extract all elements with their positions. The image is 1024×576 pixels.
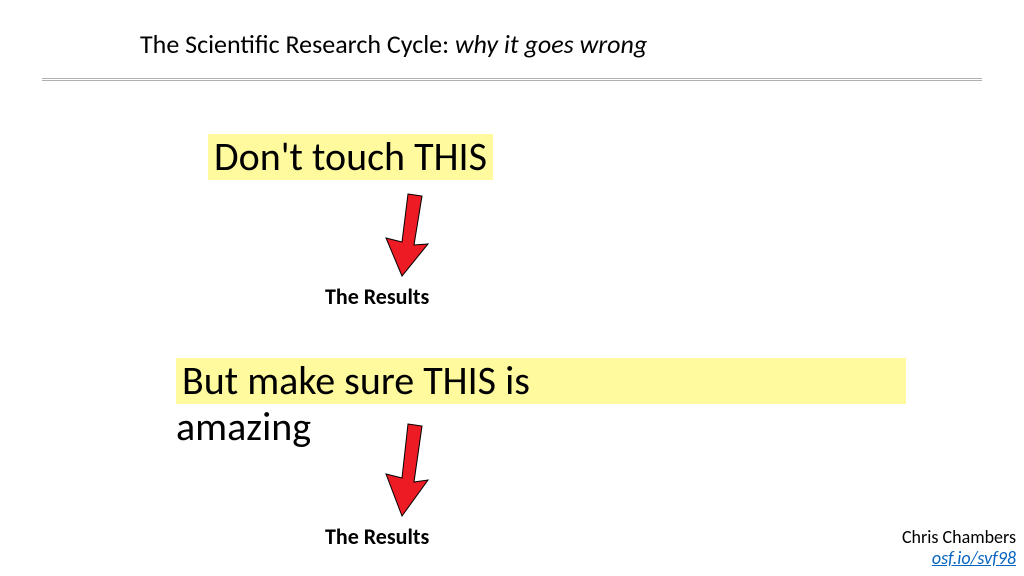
- title-italic: why it goes wrong: [455, 28, 647, 60]
- credit-link[interactable]: osf.io/svf98: [902, 548, 1016, 570]
- credit-block: Chris Chambers osf.io/svf98: [902, 527, 1016, 570]
- arrow-down-icon: [380, 190, 440, 280]
- highlight-make-sure: But make sure THIS is: [176, 358, 906, 404]
- title-divider: [42, 78, 982, 81]
- credit-name: Chris Chambers: [902, 527, 1016, 549]
- results-label-2: The Results: [325, 523, 429, 550]
- highlight-make-sure-line2: amazing: [176, 404, 311, 450]
- highlight-dont-touch-text: Don't touch THIS: [214, 132, 487, 181]
- slide-title: The Scientific Research Cycle: why it go…: [140, 28, 647, 60]
- results-label-1: The Results: [325, 283, 429, 310]
- arrow-down-icon: [380, 420, 440, 520]
- title-plain: The Scientific Research Cycle:: [140, 28, 455, 60]
- highlight-make-sure-text: But make sure THIS is: [182, 356, 530, 405]
- highlight-dont-touch: Don't touch THIS: [208, 134, 493, 180]
